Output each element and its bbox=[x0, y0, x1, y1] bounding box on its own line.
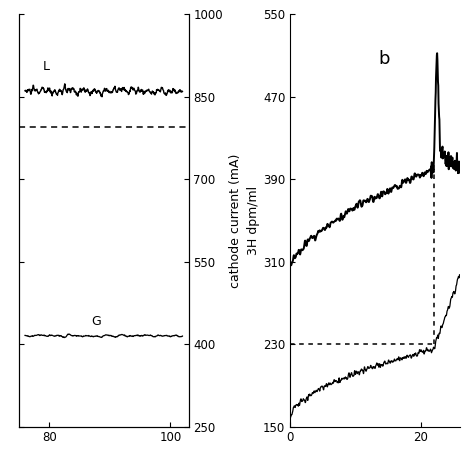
Text: G: G bbox=[91, 315, 101, 328]
Y-axis label: 3H dpm/ml: 3H dpm/ml bbox=[247, 186, 260, 255]
Text: L: L bbox=[43, 60, 50, 73]
Text: b: b bbox=[378, 50, 390, 68]
Y-axis label: cathode current (mA): cathode current (mA) bbox=[228, 153, 242, 288]
